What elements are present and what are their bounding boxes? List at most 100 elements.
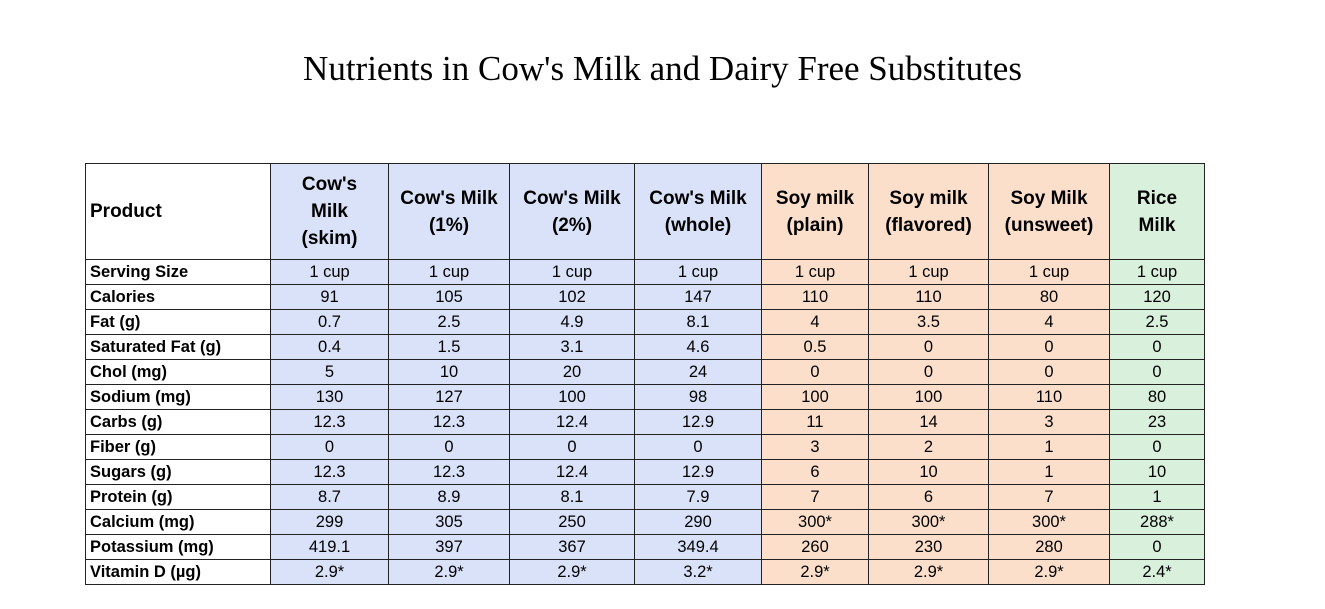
table-cell: 3.1 — [509, 334, 635, 360]
row-label: Potassium (mg) — [85, 534, 271, 560]
row-header-product: Product — [85, 163, 271, 260]
table-cell: 10 — [388, 359, 510, 385]
table-row: Fiber (g) 0 0 0 0 3 2 1 0 — [85, 434, 1205, 460]
table-cell: 12.4 — [509, 459, 635, 485]
column-header-line: (2%) — [551, 214, 593, 236]
column-header-line: Cow's — [301, 174, 358, 195]
table-cell: 290 — [634, 509, 762, 535]
table-cell: 5 — [270, 359, 389, 385]
row-label: Calories — [85, 284, 271, 310]
column-header-line: Soy milk — [889, 187, 968, 209]
table-cell: 4.6 — [634, 334, 762, 360]
table-cell: 120 — [1109, 284, 1205, 310]
row-label: Sugars (g) — [85, 459, 271, 485]
table-cell: 0 — [868, 334, 989, 360]
table-cell: 1 cup — [388, 259, 510, 285]
table-cell: 80 — [1109, 384, 1205, 410]
table-row: Serving Size 1 cup 1 cup 1 cup 1 cup 1 cup 1 c… — [85, 259, 1205, 285]
table-row: Carbs (g) 12.3 12.3 12.4 12.9 11 14 3 23 — [85, 409, 1205, 435]
table-cell: 110 — [868, 284, 989, 310]
table-cell: 2.9* — [761, 559, 869, 585]
table-cell: 4 — [988, 309, 1110, 335]
table-cell: 24 — [634, 359, 762, 385]
table-cell: 20 — [509, 359, 635, 385]
table-cell: 367 — [509, 534, 635, 560]
column-header: Cow's Milk (2%) — [509, 163, 635, 260]
table-cell: 2.9* — [270, 559, 389, 585]
nutrient-table: Product Cow's Milk (skim) Cow's Milk (1%) Cow… — [85, 163, 1205, 585]
table-cell: 8.1 — [634, 309, 762, 335]
table-cell: 250 — [509, 509, 635, 535]
table-cell: 105 — [388, 284, 510, 310]
table-cell: 1 — [988, 459, 1110, 485]
table-cell: 1 cup — [270, 259, 389, 285]
column-header: Soy Milk (unsweet) — [988, 163, 1110, 260]
row-label: Calcium (mg) — [85, 509, 271, 535]
table-cell: 419.1 — [270, 534, 389, 560]
table-cell: 12.9 — [634, 459, 762, 485]
table-cell: 0 — [1109, 434, 1205, 460]
table-cell: 80 — [988, 284, 1110, 310]
table-cell: 1 — [1109, 484, 1205, 510]
table-cell: 2.4* — [1109, 559, 1205, 585]
table-cell: 6 — [761, 459, 869, 485]
column-header-line: Rice — [1136, 187, 1178, 209]
column-header-line: (1%) — [428, 214, 470, 236]
table-cell: 0 — [1109, 534, 1205, 560]
table-cell: 12.3 — [388, 459, 510, 485]
table-cell: 12.3 — [270, 409, 389, 435]
table-cell: 0.7 — [270, 309, 389, 335]
row-label: Protein (g) — [85, 484, 271, 510]
table-cell: 0 — [509, 434, 635, 460]
table-cell: 0 — [1109, 359, 1205, 385]
column-header-line: Cow's Milk — [523, 187, 621, 209]
row-label: Serving Size — [85, 259, 271, 285]
table-cell: 0 — [761, 359, 869, 385]
table-row: Protein (g) 8.7 8.9 8.1 7.9 7 6 7 1 — [85, 484, 1205, 510]
table-cell: 100 — [868, 384, 989, 410]
table-cell: 7.9 — [634, 484, 762, 510]
table-cell: 0 — [988, 334, 1110, 360]
column-header: Cow's Milk (skim) — [270, 163, 389, 260]
column-header-line: (whole) — [664, 214, 732, 236]
table-cell: 3 — [761, 434, 869, 460]
table-cell: 3 — [988, 409, 1110, 435]
table-row: Saturated Fat (g) 0.4 1.5 3.1 4.6 0.5 0 0 0 — [85, 334, 1205, 360]
row-label: Chol (mg) — [85, 359, 271, 385]
row-label: Sodium (mg) — [85, 384, 271, 410]
table-cell: 12.9 — [634, 409, 762, 435]
table-cell: 10 — [868, 459, 989, 485]
table-cell: 4 — [761, 309, 869, 335]
table-cell: 2.9* — [868, 559, 989, 585]
table-cell: 7 — [988, 484, 1110, 510]
table-cell: 1 cup — [509, 259, 635, 285]
row-label: Fiber (g) — [85, 434, 271, 460]
column-header-line: Soy Milk — [1010, 187, 1088, 209]
table-cell: 280 — [988, 534, 1110, 560]
table-cell: 299 — [270, 509, 389, 535]
table-cell: 397 — [388, 534, 510, 560]
table-cell: 0.4 — [270, 334, 389, 360]
column-header: Soy milk (plain) — [761, 163, 869, 260]
table-cell: 1 cup — [1109, 259, 1205, 285]
table-cell: 300* — [761, 509, 869, 535]
row-label: Fat (g) — [85, 309, 271, 335]
table-cell: 1 — [988, 434, 1110, 460]
table-cell: 3.2* — [634, 559, 762, 585]
table-cell: 0 — [634, 434, 762, 460]
table-cell: 91 — [270, 284, 389, 310]
table-cell: 100 — [761, 384, 869, 410]
column-header-line: (plain) — [786, 214, 844, 236]
table-cell: 7 — [761, 484, 869, 510]
table-cell: 2.5 — [388, 309, 510, 335]
table-cell: 98 — [634, 384, 762, 410]
table-cell: 12.3 — [270, 459, 389, 485]
table-cell: 230 — [868, 534, 989, 560]
table-row: Calories 91 105 102 147 110 110 80 120 — [85, 284, 1205, 310]
column-header: Rice Milk — [1109, 163, 1205, 260]
column-header-line: Cow's Milk — [400, 187, 498, 209]
table-cell: 100 — [509, 384, 635, 410]
table-cell: 288* — [1109, 509, 1205, 535]
table-cell: 300* — [868, 509, 989, 535]
table-cell: 110 — [988, 384, 1110, 410]
